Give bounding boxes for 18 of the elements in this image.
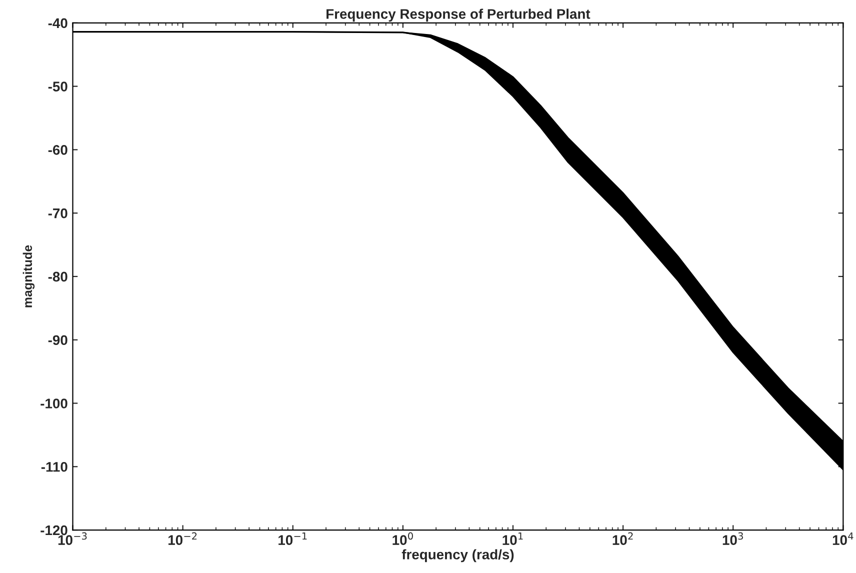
x-tick-label: 10$^{3}$ bbox=[722, 532, 743, 545]
x-axis-title: frequency (rad/s) bbox=[402, 549, 514, 562]
y-tick-label: -40 bbox=[48, 18, 68, 28]
x-tick-label: 10$^{1}$ bbox=[502, 532, 523, 545]
y-tick-label: -60 bbox=[48, 145, 68, 155]
x-tick-label: 10$^{−1}$ bbox=[278, 532, 307, 545]
y-tick-label: -110 bbox=[41, 462, 68, 472]
y-axis-title: magnitude bbox=[22, 245, 35, 308]
x-tick-label: 10$^{0}$ bbox=[392, 532, 413, 545]
x-tick-label: 10$^{2}$ bbox=[612, 532, 633, 545]
y-tick-label: -50 bbox=[48, 82, 68, 92]
y-tick-label: -80 bbox=[48, 272, 68, 282]
y-tick-label: -90 bbox=[48, 335, 68, 346]
x-tick-label: 10$^{4}$ bbox=[832, 532, 854, 545]
chart-title: Frequency Response of Perturbed Plant bbox=[326, 8, 590, 22]
x-tick-label: 10$^{−2}$ bbox=[168, 532, 197, 545]
y-tick-label: -70 bbox=[48, 208, 68, 218]
y-tick-label: -100 bbox=[40, 398, 68, 408]
